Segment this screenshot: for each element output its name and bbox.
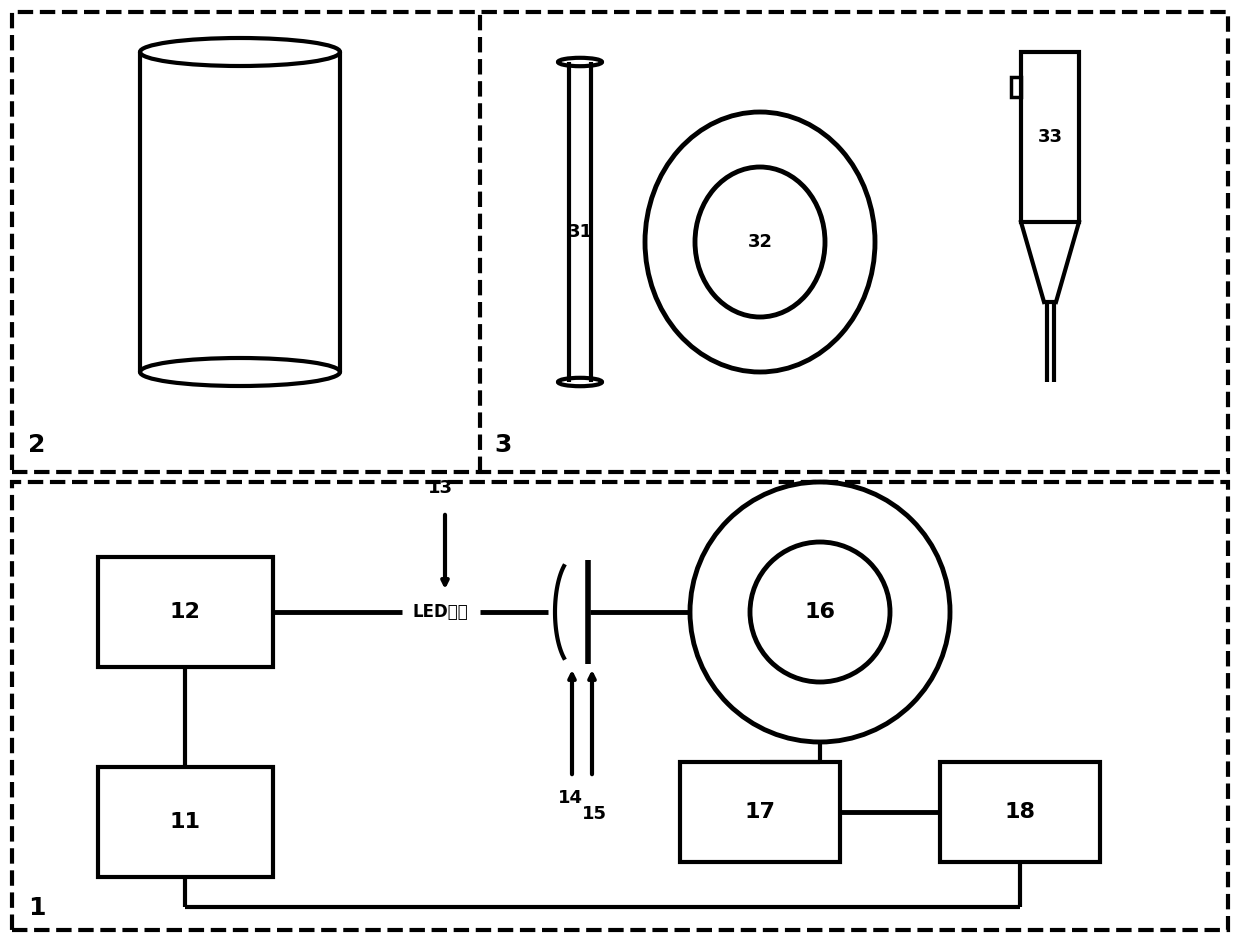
Text: 32: 32 <box>748 233 773 251</box>
Text: 15: 15 <box>582 805 606 823</box>
Text: 18: 18 <box>1004 802 1035 822</box>
Text: 14: 14 <box>558 789 583 807</box>
Text: 31: 31 <box>568 223 593 241</box>
Text: 16: 16 <box>805 602 836 622</box>
Text: 11: 11 <box>170 812 201 832</box>
Text: 33: 33 <box>1038 128 1063 146</box>
Text: 12: 12 <box>170 602 201 622</box>
Text: 1: 1 <box>29 896 46 920</box>
Text: 13: 13 <box>428 479 453 497</box>
Text: LED光源: LED光源 <box>412 603 467 621</box>
Text: 2: 2 <box>29 433 46 457</box>
Text: 3: 3 <box>494 433 511 457</box>
Text: 17: 17 <box>744 802 775 822</box>
